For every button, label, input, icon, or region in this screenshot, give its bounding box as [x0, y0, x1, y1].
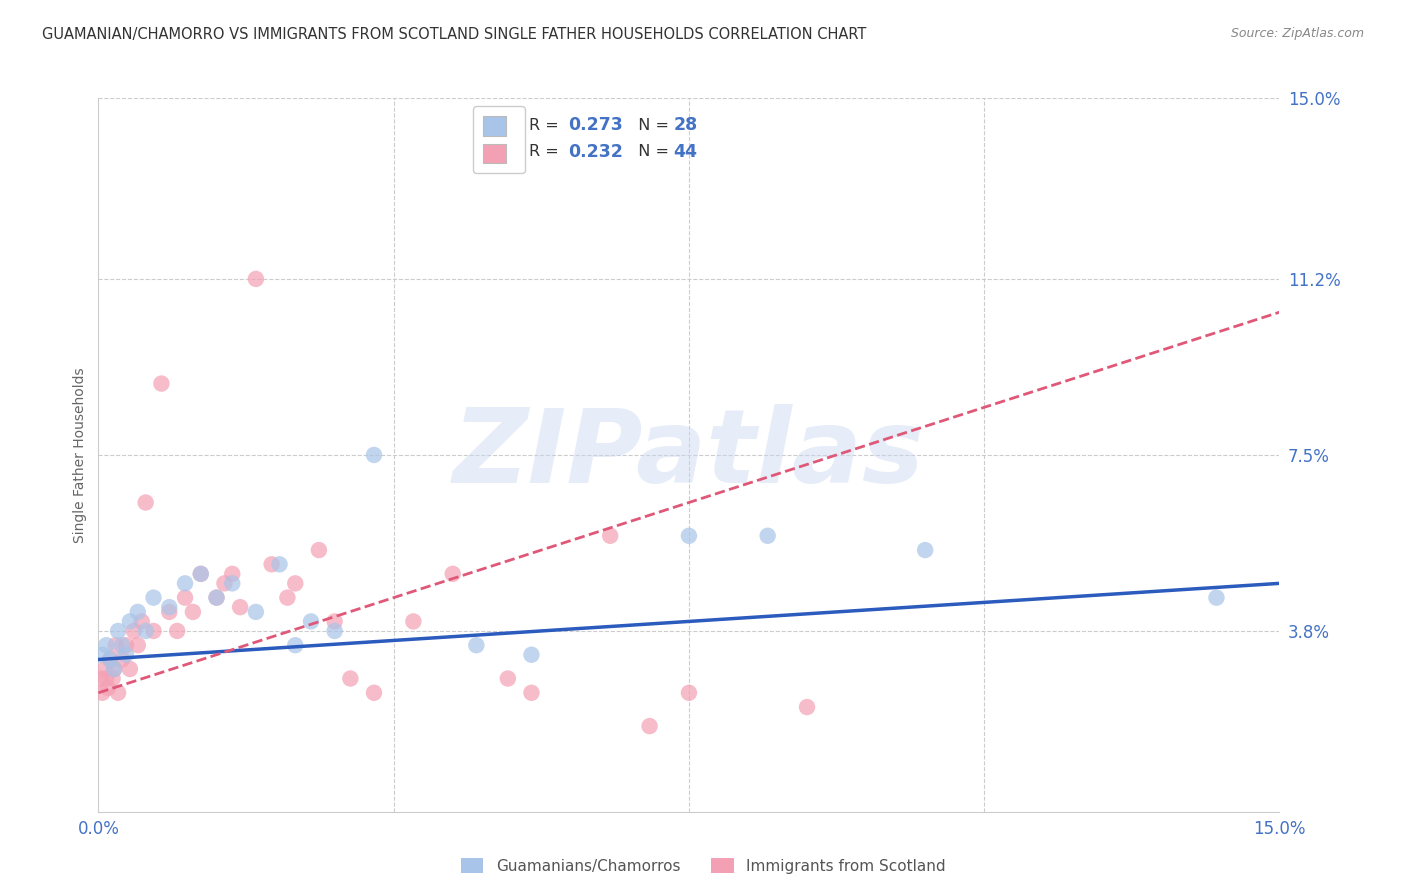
- Text: 0.232: 0.232: [568, 143, 623, 161]
- Point: [91, 686, 114, 700]
- Point: [441, 566, 464, 581]
- Point: [190, 566, 212, 581]
- Point: [1205, 591, 1227, 605]
- Text: N =: N =: [627, 118, 673, 133]
- Point: [363, 686, 385, 700]
- Point: [103, 662, 125, 676]
- Point: [111, 652, 134, 666]
- Point: [638, 719, 661, 733]
- Point: [465, 638, 488, 652]
- Point: [90, 672, 112, 686]
- Point: [107, 624, 129, 638]
- Point: [284, 638, 307, 652]
- Point: [205, 591, 228, 605]
- Point: [520, 648, 543, 662]
- Point: [115, 638, 138, 652]
- Legend: , : ,: [472, 106, 524, 173]
- Point: [111, 638, 134, 652]
- Point: [174, 576, 197, 591]
- Text: 44: 44: [673, 143, 697, 161]
- Point: [269, 558, 291, 572]
- Point: [323, 624, 346, 638]
- Point: [496, 672, 519, 686]
- Text: R =: R =: [530, 118, 564, 133]
- Point: [118, 615, 141, 629]
- Point: [190, 566, 212, 581]
- Point: [229, 600, 252, 615]
- Point: [599, 529, 621, 543]
- Point: [323, 615, 346, 629]
- Point: [205, 591, 228, 605]
- Point: [221, 576, 243, 591]
- Point: [104, 638, 127, 652]
- Point: [245, 272, 267, 286]
- Point: [93, 662, 115, 676]
- Point: [115, 648, 138, 662]
- Point: [520, 686, 543, 700]
- Point: [166, 624, 188, 638]
- Point: [142, 624, 165, 638]
- Point: [276, 591, 298, 605]
- Point: [157, 600, 180, 615]
- Point: [118, 662, 141, 676]
- Point: [98, 652, 121, 666]
- Point: [150, 376, 173, 391]
- Point: [127, 638, 149, 652]
- Point: [107, 686, 129, 700]
- Point: [756, 529, 779, 543]
- Point: [214, 576, 236, 591]
- Point: [142, 591, 165, 605]
- Point: [127, 605, 149, 619]
- Point: [678, 686, 700, 700]
- Text: Source: ZipAtlas.com: Source: ZipAtlas.com: [1230, 27, 1364, 40]
- Point: [284, 576, 307, 591]
- Point: [402, 615, 425, 629]
- Point: [98, 652, 121, 666]
- Point: [103, 662, 125, 676]
- Y-axis label: Single Father Households: Single Father Households: [73, 368, 87, 542]
- Point: [96, 638, 118, 652]
- Point: [135, 495, 157, 509]
- Point: [914, 543, 936, 558]
- Point: [131, 615, 153, 629]
- Text: ZIPatlas: ZIPatlas: [453, 404, 925, 506]
- Point: [308, 543, 330, 558]
- Text: 28: 28: [673, 116, 697, 134]
- Point: [181, 605, 204, 619]
- Point: [157, 605, 180, 619]
- Text: GUAMANIAN/CHAMORRO VS IMMIGRANTS FROM SCOTLAND SINGLE FATHER HOUSEHOLDS CORRELAT: GUAMANIAN/CHAMORRO VS IMMIGRANTS FROM SC…: [42, 27, 866, 42]
- Point: [363, 448, 385, 462]
- Point: [245, 605, 267, 619]
- Text: 0.273: 0.273: [568, 116, 623, 134]
- Point: [678, 529, 700, 543]
- Point: [96, 672, 118, 686]
- Point: [221, 566, 243, 581]
- Point: [174, 591, 197, 605]
- Point: [339, 672, 361, 686]
- Text: N =: N =: [627, 145, 673, 159]
- Legend: Guamanians/Chamorros, Immigrants from Scotland: Guamanians/Chamorros, Immigrants from Sc…: [454, 852, 952, 880]
- Point: [299, 615, 322, 629]
- Point: [135, 624, 157, 638]
- Point: [91, 648, 114, 662]
- Point: [101, 672, 124, 686]
- Text: R =: R =: [530, 145, 564, 159]
- Point: [97, 681, 120, 695]
- Point: [122, 624, 145, 638]
- Point: [260, 558, 283, 572]
- Point: [796, 700, 818, 714]
